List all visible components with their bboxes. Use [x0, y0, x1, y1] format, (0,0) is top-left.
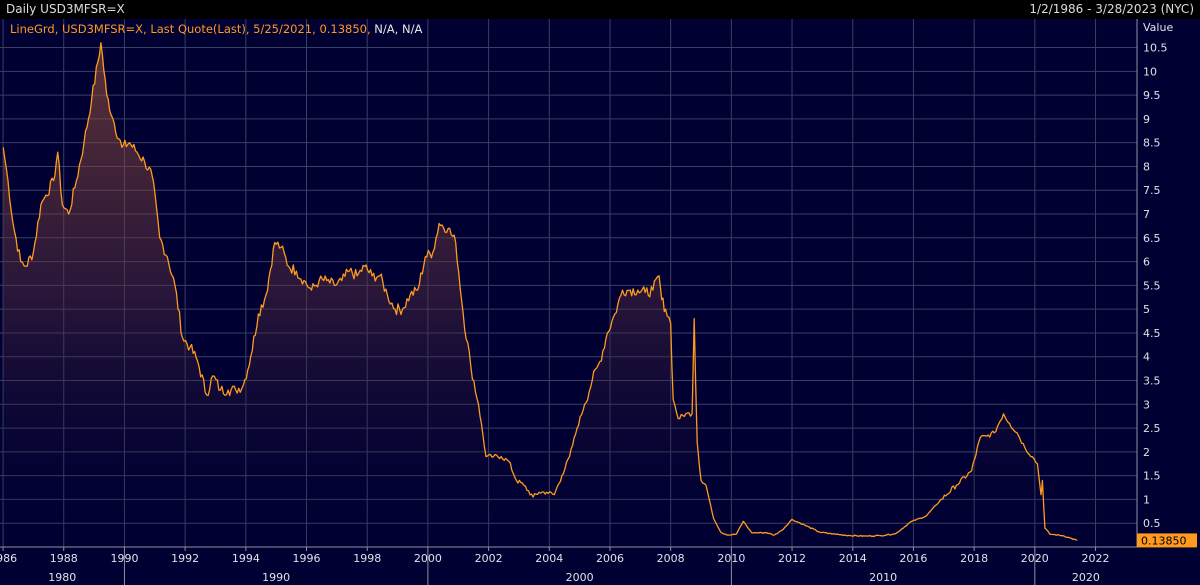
y-tick-label: 1 — [1143, 493, 1150, 506]
y-tick-label: 3 — [1143, 398, 1150, 411]
y-tick-label: 2.5 — [1143, 422, 1161, 435]
chart-title: Daily USD3MFSR=X — [6, 2, 125, 16]
x-tick-label: 1998 — [353, 552, 381, 565]
x-tick-label: 1996 — [292, 552, 320, 565]
last-value-box — [1137, 533, 1197, 548]
y-tick-label: 7 — [1143, 208, 1150, 221]
y-tick-label: 6.5 — [1143, 232, 1161, 245]
x-axis: 1986 1988 1990 1992 1994 1996 1998 2000 2002 2004… — [0, 546, 1137, 585]
x-tick-label: 2018 — [960, 552, 988, 565]
x-tick-label: 2016 — [899, 552, 927, 565]
x-tick-label: 2002 — [475, 552, 503, 565]
series-line — [2, 42, 1078, 541]
x-tick-label: 2006 — [596, 552, 624, 565]
x-tick-label: 1988 — [50, 552, 78, 565]
x-tick-label: 2014 — [839, 552, 867, 565]
y-tick-label: 5 — [1143, 303, 1150, 316]
y-tick-label: 10.5 — [1143, 42, 1168, 55]
y-tick-label: 9 — [1143, 113, 1150, 126]
y-tick-label: 7.5 — [1143, 184, 1161, 197]
y-tick-label: 3.5 — [1143, 375, 1161, 388]
y-tick-label: 6 — [1143, 256, 1150, 269]
x-tick-label: 1994 — [232, 552, 260, 565]
x-tick-label: 2012 — [778, 552, 806, 565]
x-tick-label: 1986 — [0, 552, 17, 565]
chart-header: Daily USD3MFSR=X 1/2/1986 - 3/28/2023 (N… — [0, 0, 1200, 19]
decade-label: 1980 — [48, 571, 76, 584]
y-axis: 0.5 1 1.5 2 2.5 3 3.5 4 4.5 5 5.5 6 6.5 7 7.5 8 8.5 9 9.5 1… — [1136, 19, 1168, 547]
decade-label: 2020 — [1072, 571, 1100, 584]
date-range: 1/2/1986 - 3/28/2023 (NYC) — [1029, 2, 1194, 16]
y-tick-label: 2 — [1143, 446, 1150, 459]
last-value-marker: 0.13850 — [1137, 533, 1197, 548]
area-fill — [3, 42, 1078, 547]
legend-suffix: N/A, N/A — [371, 22, 423, 36]
decade-label: 2010 — [869, 571, 897, 584]
y-tick-label: 8.5 — [1143, 137, 1161, 150]
x-tick-label: 1992 — [171, 552, 199, 565]
y-tick-label: 4.5 — [1143, 327, 1161, 340]
y-tick-label: 5.5 — [1143, 279, 1161, 292]
y-tick-label: 8 — [1143, 160, 1150, 173]
decade-label: 2000 — [566, 571, 594, 584]
x-tick-label: 2008 — [657, 552, 685, 565]
line-chart[interactable]: 0.5 1 1.5 2 2.5 3 3.5 4 4.5 5 5.5 6 6.5 7 7.5 8 8.5 9 9.5 1… — [0, 19, 1200, 585]
legend: LineGrd, USD3MFSR=X, Last Quote(Last), 5… — [10, 22, 422, 36]
y-axis-title: Value — [1143, 21, 1173, 34]
y-tick-label: 1.5 — [1143, 470, 1161, 483]
y-tick-label: 4 — [1143, 351, 1150, 364]
x-tick-label: 2022 — [1082, 552, 1110, 565]
decade-label: 1990 — [262, 571, 290, 584]
y-tick-label: 9.5 — [1143, 89, 1161, 102]
y-tick-label: 10 — [1143, 65, 1157, 78]
x-tick-label: 2004 — [535, 552, 563, 565]
legend-series-text: LineGrd, USD3MFSR=X, Last Quote(Last), 5… — [10, 22, 371, 36]
last-value-label: 0.13850 — [1141, 534, 1187, 547]
y-tick-label: 0.5 — [1143, 517, 1161, 530]
